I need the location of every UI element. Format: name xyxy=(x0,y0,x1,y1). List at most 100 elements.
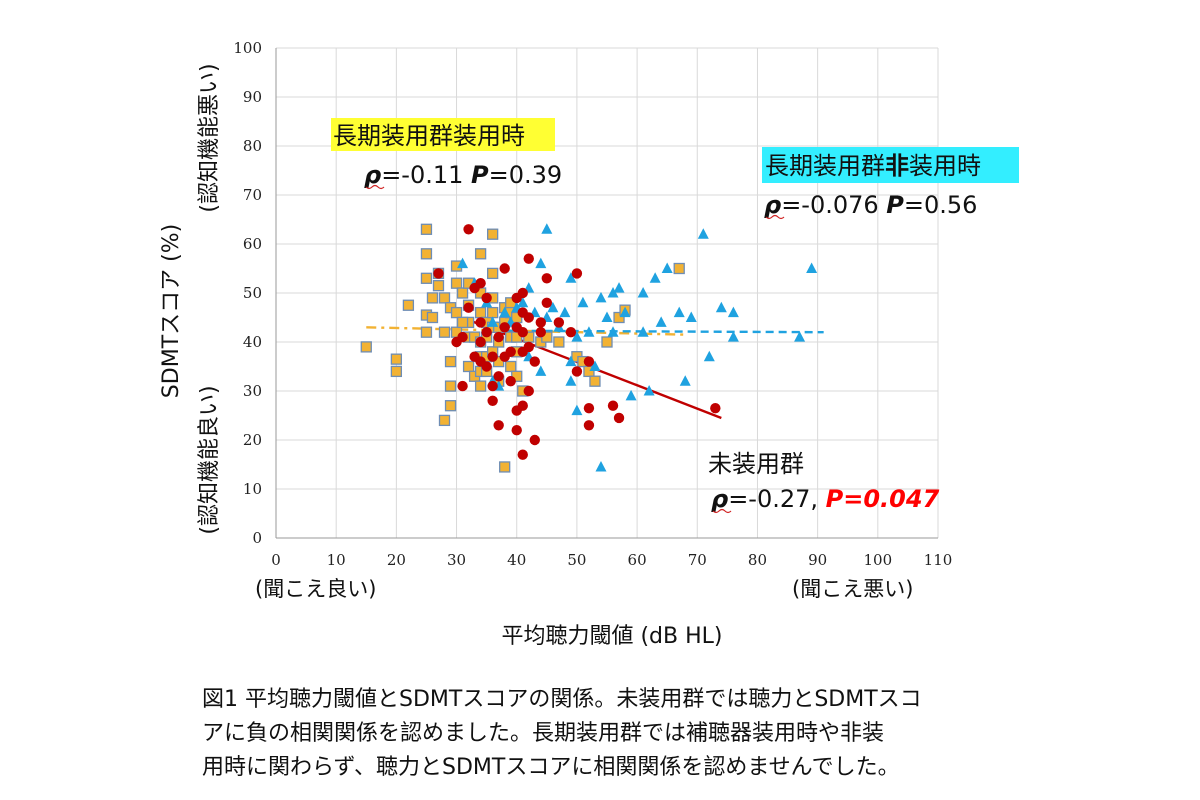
y-tick-label: 60 xyxy=(243,235,262,253)
x-axis-left-note: (聞こえ良い) xyxy=(255,577,376,601)
scatter-chart: 0 10 20 30 40 50 60 70 80 90 100 110 0 10 20 30 40 50 60 7… xyxy=(159,39,1019,649)
point-triangle xyxy=(607,287,619,298)
point-square xyxy=(487,306,499,319)
point-triangle xyxy=(535,365,547,376)
annotation-2-label: 長期装用群非装用時 xyxy=(765,152,981,180)
point-circle xyxy=(553,317,565,328)
x-tick-label: 80 xyxy=(748,551,767,569)
point-triangle xyxy=(643,385,655,396)
x-tick-label: 90 xyxy=(808,551,827,569)
point-square xyxy=(462,360,475,373)
point-square xyxy=(601,336,613,348)
point-square xyxy=(505,360,517,373)
point-triangle xyxy=(595,291,607,303)
point-circle xyxy=(475,278,486,289)
point-triangle xyxy=(619,306,631,318)
annotation-2-label-prefix: 長期装用群 xyxy=(765,152,885,180)
point-triangle xyxy=(715,301,727,313)
point-circle xyxy=(517,400,528,411)
point-triangle xyxy=(685,311,697,322)
point-square xyxy=(402,299,415,311)
figure-caption: 図1 平均聴力閾値とSDMTスコアの関係。未装用群では聴力とSDMTスコ アに負… xyxy=(202,683,1102,785)
point-circle xyxy=(523,253,534,264)
point-triangle xyxy=(703,350,715,362)
annotation-3-label: 未装用群 xyxy=(708,450,804,478)
point-circle xyxy=(523,385,534,397)
point-circle xyxy=(487,395,498,406)
point-circle xyxy=(613,412,625,424)
point-square xyxy=(438,414,451,427)
point-circle xyxy=(535,317,546,328)
annotation-2-rho-value: =-0.076 xyxy=(781,191,886,219)
point-triangle xyxy=(655,316,667,327)
point-square xyxy=(438,292,451,304)
x-tick-label: 70 xyxy=(688,551,707,569)
annotation-1-rho-value: =-0.11 xyxy=(381,161,471,189)
point-triangle xyxy=(601,311,613,322)
annotation-3-p-value: =0.047 xyxy=(843,485,939,513)
point-circle xyxy=(493,420,504,431)
annotation-1-rho: ρ xyxy=(364,161,381,189)
point-square xyxy=(420,326,433,338)
point-circle xyxy=(517,287,528,299)
point-circle xyxy=(583,402,595,414)
point-triangle xyxy=(565,272,577,283)
point-circle xyxy=(529,434,540,446)
point-triangle xyxy=(571,331,583,342)
point-circle xyxy=(499,263,510,274)
point-circle xyxy=(487,351,498,362)
y-tick-label: 80 xyxy=(243,137,262,155)
x-tick-label: 10 xyxy=(327,551,346,569)
point-square xyxy=(553,336,565,348)
point-circle xyxy=(463,224,474,235)
point-circle xyxy=(571,366,583,377)
point-circle xyxy=(463,302,474,313)
point-circle xyxy=(511,425,522,436)
annotation-1-p: P xyxy=(471,161,489,189)
y-tick-label: 40 xyxy=(243,333,262,351)
y-tick-labels: 0 10 20 30 40 50 60 70 80 90 100 xyxy=(233,39,262,547)
point-circle xyxy=(523,341,534,353)
point-triangle xyxy=(625,389,637,401)
point-triangle xyxy=(565,375,577,386)
point-circle xyxy=(481,361,492,372)
annotation-2-highlight xyxy=(762,147,1019,183)
point-triangle xyxy=(607,326,619,337)
point-circle xyxy=(607,400,619,411)
point-triangle xyxy=(457,257,469,269)
point-circle xyxy=(457,331,468,343)
point-square xyxy=(420,248,433,260)
y-tick-label: 100 xyxy=(233,39,262,57)
point-triangle xyxy=(661,262,673,273)
caption-line-1: 図1 平均聴力閾値とSDMTスコアの関係。未装用群では聴力とSDMTスコ xyxy=(202,687,922,712)
x-tick-label: 40 xyxy=(507,551,526,569)
point-circle xyxy=(541,273,553,284)
point-square xyxy=(420,272,433,284)
point-square xyxy=(673,262,685,275)
point-circle xyxy=(517,327,528,338)
point-square xyxy=(456,316,469,329)
point-square xyxy=(360,341,372,353)
point-circle xyxy=(535,327,546,338)
point-triangle xyxy=(541,223,553,234)
annotation-3-stats: ρ=-0.27, P=0.047 xyxy=(711,485,940,513)
y-tick-label: 70 xyxy=(243,186,262,204)
point-square xyxy=(474,380,487,392)
trend-line-1 xyxy=(366,326,686,336)
point-square xyxy=(499,461,511,473)
annotation-3-p: P xyxy=(826,485,844,513)
point-square xyxy=(474,248,487,260)
x-tick-label: 20 xyxy=(387,551,406,569)
point-square xyxy=(444,355,457,368)
data-points xyxy=(360,223,818,473)
annotation-2-label-bold: 非 xyxy=(885,152,909,180)
point-square xyxy=(420,223,433,235)
x-tick-label: 110 xyxy=(924,551,953,569)
point-square xyxy=(613,311,625,324)
x-tick-labels: 0 10 20 30 40 50 60 70 80 90 100 110 xyxy=(271,551,952,569)
point-circle xyxy=(541,297,553,308)
point-triangle xyxy=(613,282,625,293)
point-square xyxy=(390,365,403,378)
x-axis-title: 平均聴力閾値 (dB HL) xyxy=(501,624,722,649)
point-square xyxy=(589,375,601,387)
